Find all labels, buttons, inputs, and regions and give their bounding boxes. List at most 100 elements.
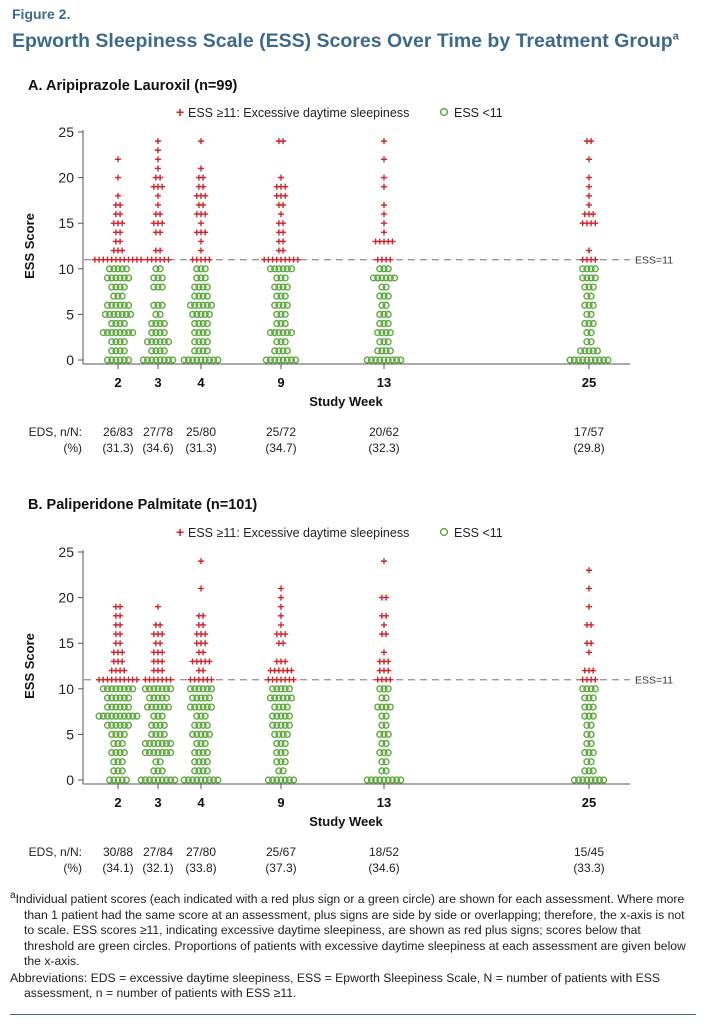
data-point-plus: [381, 211, 387, 218]
eds-percent: (33.3): [573, 861, 604, 875]
data-point-circle: [281, 319, 289, 328]
data-point-circle: [589, 749, 597, 757]
data-point-circle: [205, 694, 214, 702]
eds-percent: (31.3): [185, 441, 216, 455]
data-point-circle: [199, 283, 207, 291]
data-point-plus: [278, 612, 284, 619]
data-point-circle: [275, 356, 283, 364]
data-point-circle: [103, 721, 112, 729]
data-point-circle: [120, 703, 128, 711]
data-point-circle: [122, 310, 131, 319]
data-point-circle: [378, 712, 386, 720]
data-point-circle: [162, 694, 171, 702]
data-point-circle: [193, 310, 201, 319]
data-point-circle: [283, 703, 291, 711]
data-point-plus: [198, 138, 204, 145]
data-point-circle: [103, 329, 112, 337]
eds-count: 27/80: [186, 845, 216, 859]
data-point-circle: [275, 265, 283, 273]
data-point-circle: [269, 721, 277, 729]
data-point-circle: [397, 776, 405, 784]
data-point-circle: [378, 694, 386, 702]
data-point-circle: [116, 749, 124, 757]
data-point-circle: [114, 767, 122, 775]
data-point-circle: [269, 685, 277, 693]
data-point-plus: [157, 229, 164, 236]
data-point-circle: [271, 347, 279, 355]
data-point-plus: [278, 174, 284, 181]
data-point-circle: [116, 274, 124, 282]
data-point-circle: [116, 694, 124, 702]
data-point-circle: [154, 739, 162, 748]
data-point-circle: [124, 274, 133, 282]
data-point-plus: [121, 667, 128, 674]
data-point-circle: [108, 283, 116, 291]
eds-count: 25/72: [266, 425, 296, 439]
data-point-circle: [152, 730, 160, 739]
data-point-plus: [280, 640, 287, 647]
data-point-circle: [195, 721, 203, 729]
data-point-circle: [591, 356, 599, 364]
data-point-circle: [585, 749, 593, 757]
data-point-circle: [277, 274, 285, 282]
data-point-circle: [273, 749, 281, 757]
data-point-circle: [372, 356, 380, 364]
figure-label: Figure 2.: [12, 6, 71, 22]
data-point-circle: [277, 319, 285, 328]
data-point-circle: [122, 265, 131, 273]
data-point-plus: [586, 174, 592, 181]
data-point-circle: [275, 283, 283, 291]
data-point-circle: [199, 721, 207, 729]
data-point-circle: [203, 767, 211, 775]
data-point-circle: [372, 776, 380, 784]
data-point-plus: [385, 667, 392, 674]
data-point-circle: [148, 703, 156, 711]
data-point-circle: [120, 356, 128, 364]
data-point-circle: [108, 749, 116, 757]
data-point-circle: [197, 265, 205, 273]
data-point-circle: [154, 776, 162, 784]
data-point-circle: [148, 730, 156, 739]
data-point-circle: [583, 730, 591, 739]
data-point-circle: [108, 329, 116, 337]
data-point-circle: [141, 685, 150, 693]
data-point-circle: [583, 758, 591, 766]
data-point-circle: [124, 356, 133, 364]
data-point-circle: [382, 329, 390, 337]
data-point-circle: [146, 685, 154, 693]
data-point-circle: [273, 758, 281, 766]
data-point-plus: [157, 174, 164, 181]
data-point-circle: [124, 703, 133, 711]
data-point-circle: [583, 265, 591, 273]
data-point-plus: [381, 183, 387, 190]
data-point-circle: [273, 776, 281, 784]
data-point-circle: [266, 265, 275, 273]
data-point-circle: [283, 356, 291, 364]
data-point-plus: [383, 631, 390, 638]
legend-plus-label: ESS ≥11: Excessive daytime sleepiness: [188, 526, 409, 540]
data-point-circle: [281, 776, 289, 784]
data-point-circle: [262, 356, 270, 364]
data-point-plus: [278, 603, 284, 610]
data-point-circle: [393, 356, 401, 364]
data-point-plus: [117, 238, 124, 245]
data-point-circle: [162, 739, 171, 748]
data-point-circle: [162, 776, 171, 784]
data-point-circle: [374, 347, 382, 355]
data-point-circle: [150, 685, 158, 693]
data-point-plus: [115, 156, 121, 163]
data-point-circle: [152, 338, 160, 346]
data-point-circle: [281, 712, 289, 720]
x-tick-label: 13: [377, 795, 391, 810]
data-point-circle: [374, 274, 382, 282]
data-point-circle: [199, 685, 207, 693]
data-point-circle: [201, 265, 209, 273]
data-point-circle: [271, 703, 279, 711]
data-point-circle: [108, 730, 116, 739]
data-point-circle: [186, 301, 195, 309]
x-axis-title: Study Week: [309, 394, 383, 409]
data-point-plus: [381, 156, 387, 163]
data-point-circle: [189, 310, 197, 319]
data-point-circle: [108, 721, 116, 729]
x-tick-label: 4: [197, 375, 205, 390]
